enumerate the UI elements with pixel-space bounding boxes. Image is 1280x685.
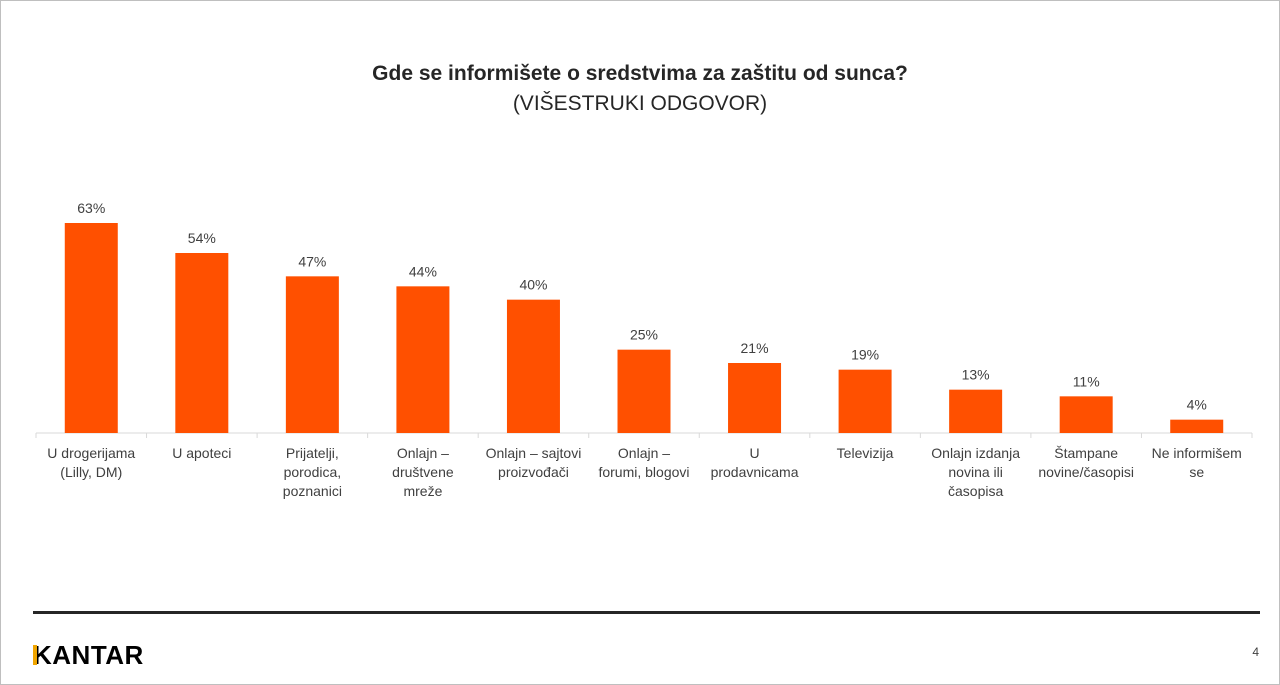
- data-label: 13%: [962, 367, 990, 383]
- category-label: Televizija: [837, 445, 894, 461]
- bar-chart: 63% U drogerijama (Lilly, DM) 54% U apoteci 4…: [35, 200, 1253, 499]
- bar: [949, 389, 1003, 433]
- kantar-logo: KANTAR: [33, 640, 144, 670]
- bar: [838, 369, 892, 433]
- data-label: 47%: [298, 253, 326, 269]
- data-label: 44%: [409, 263, 437, 279]
- bar: [728, 363, 782, 433]
- category-label: Onlajn – društvene mreže: [392, 445, 454, 499]
- chart-subtitle: (VIŠESTRUKI ODGOVOR): [512, 92, 768, 115]
- data-label: 40%: [519, 277, 547, 293]
- category-label: Onlajn – forumi, blogovi: [598, 445, 689, 480]
- bar: [64, 223, 118, 433]
- category-label: U apoteci: [172, 445, 231, 461]
- category-label: Onlajn izdanja novina ili časopisa: [931, 445, 1020, 499]
- data-label: 4%: [1187, 397, 1207, 413]
- kantar-logo-accent: [33, 645, 37, 665]
- bar: [1059, 396, 1113, 433]
- bar: [396, 286, 450, 433]
- data-label: 11%: [1073, 373, 1100, 389]
- bar: [506, 299, 560, 433]
- data-label: 54%: [188, 230, 216, 246]
- bar: [285, 276, 339, 433]
- category-label: Štampane novine/časopisi: [1038, 445, 1134, 480]
- page-number: 4: [1252, 645, 1259, 659]
- category-label: Prijatelji, porodica, poznanici: [283, 445, 342, 499]
- data-label: 25%: [630, 327, 658, 343]
- category-label: U drogerijama (Lilly, DM): [47, 445, 135, 480]
- bar: [1170, 419, 1224, 433]
- chart-title: Gde se informišete o sredstvima za zašti…: [372, 62, 908, 85]
- category-label: Ne informišem se: [1152, 445, 1242, 480]
- footer-divider: [33, 611, 1260, 614]
- category-label: Onlajn – sajtovi proizvođači: [486, 445, 582, 480]
- data-label: 21%: [741, 340, 769, 356]
- data-label: 19%: [851, 347, 879, 363]
- bar: [175, 253, 229, 433]
- bar: [617, 349, 671, 433]
- data-label: 63%: [77, 200, 105, 216]
